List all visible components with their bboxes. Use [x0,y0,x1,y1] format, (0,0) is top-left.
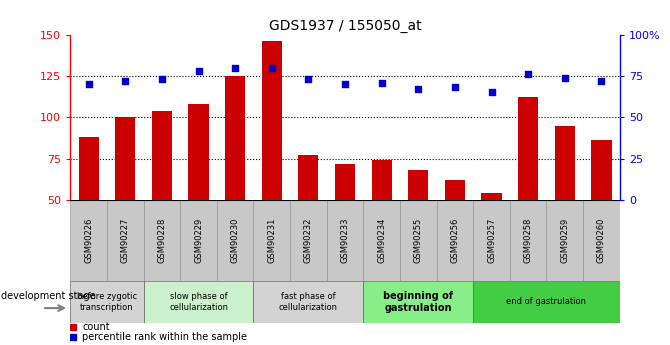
Bar [363,281,473,323]
Point [596,78,607,83]
Text: GSM90258: GSM90258 [524,218,533,263]
Point [340,81,350,87]
Text: GSM90255: GSM90255 [414,218,423,263]
Bar [510,200,547,281]
Bar [262,41,282,200]
Text: fast phase of
cellularization: fast phase of cellularization [279,292,338,312]
Point [157,77,168,82]
Point [193,68,204,74]
Point [377,80,387,85]
Point [303,77,314,82]
Bar [437,200,473,281]
Point [413,86,423,92]
Bar [107,200,143,281]
Bar [253,200,290,281]
Text: GSM90234: GSM90234 [377,218,386,263]
Text: beginning of
gastrulation: beginning of gastrulation [383,291,454,313]
Text: GSM90228: GSM90228 [157,218,166,263]
Text: GSM90229: GSM90229 [194,218,203,263]
Bar [180,200,217,281]
Point [559,75,570,80]
Text: development stage: development stage [1,291,96,300]
Point [523,71,533,77]
Text: GSM90259: GSM90259 [560,218,570,263]
Bar [473,281,620,323]
Bar [555,126,575,200]
Bar [335,164,355,200]
Bar [253,281,363,323]
Bar [583,200,620,281]
Bar [482,194,502,200]
Text: GSM90257: GSM90257 [487,218,496,263]
Text: percentile rank within the sample: percentile rank within the sample [82,333,247,342]
Text: count: count [82,322,110,332]
Text: GSM90231: GSM90231 [267,218,276,263]
Bar [547,200,583,281]
Text: GSM90232: GSM90232 [304,218,313,263]
Bar [372,160,392,200]
Point [120,78,131,83]
Bar [473,200,510,281]
Point [450,85,460,90]
Point [267,65,277,70]
Text: before zygotic
transcription: before zygotic transcription [77,292,137,312]
Bar [290,200,327,281]
Bar [363,200,400,281]
Point [230,65,241,70]
Bar [152,111,172,200]
Bar [445,180,465,200]
Bar [70,200,107,281]
Text: GSM90226: GSM90226 [84,218,93,263]
Text: GSM90230: GSM90230 [230,218,240,263]
Bar [592,140,612,200]
Point [83,81,94,87]
Bar [225,76,245,200]
Bar [188,104,208,200]
Text: GSM90260: GSM90260 [597,218,606,263]
Bar [78,137,98,200]
Bar [115,117,135,200]
Bar [400,200,437,281]
Bar [327,200,363,281]
Bar [70,281,143,323]
Text: GSM90227: GSM90227 [121,218,130,263]
Text: end of gastrulation: end of gastrulation [507,297,586,306]
Bar [298,155,318,200]
Bar [518,97,538,200]
Bar [217,200,253,281]
Bar [143,281,253,323]
Point [486,90,497,95]
Bar [408,170,428,200]
Text: GSM90256: GSM90256 [450,218,460,263]
Bar [143,200,180,281]
Text: GSM90233: GSM90233 [340,218,350,263]
Title: GDS1937 / 155050_at: GDS1937 / 155050_at [269,19,421,33]
Text: slow phase of
cellularization: slow phase of cellularization [169,292,228,312]
